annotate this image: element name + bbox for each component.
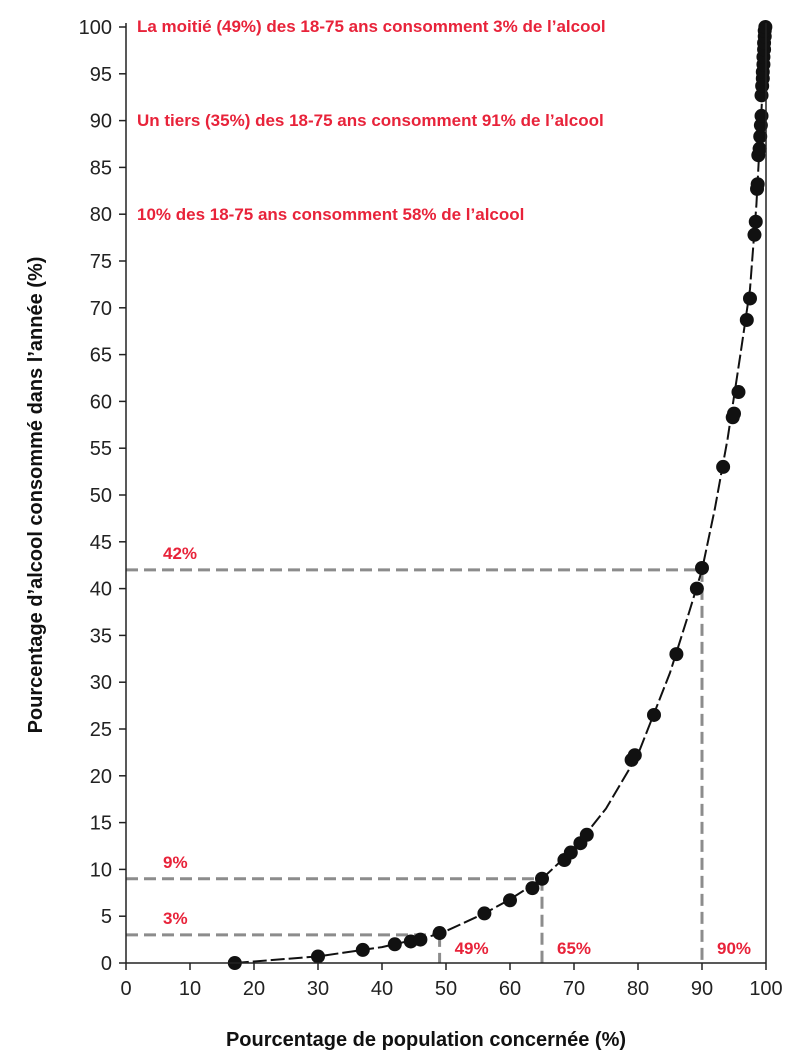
data-point xyxy=(669,647,684,662)
data-point xyxy=(525,881,540,896)
y-tick-label: 25 xyxy=(90,719,112,741)
y-tick-label: 5 xyxy=(101,906,112,928)
annotation-text: 10% des 18-75 ans consomment 58% de l’al… xyxy=(137,205,524,224)
data-point xyxy=(579,827,594,842)
x-tick-label: 80 xyxy=(627,978,649,1000)
data-point xyxy=(695,561,709,576)
y-tick-label: 50 xyxy=(90,485,112,507)
y-tick-label: 35 xyxy=(90,625,112,647)
y-tick-label: 45 xyxy=(90,532,112,554)
lorenz-curve-line xyxy=(234,26,767,964)
annotation-text: La moitié (49%) des 18-75 ans consomment… xyxy=(137,17,606,36)
data-point xyxy=(627,748,642,763)
data-point xyxy=(689,581,704,596)
x-tick-label: 90 xyxy=(691,978,713,1000)
axes-layer: 0 10 20 30 40 50 60 70 80 90 100 0 5 10 15 20 25 30 35 40 45… xyxy=(79,17,783,1000)
data-point xyxy=(535,871,549,886)
points-layer xyxy=(227,20,773,970)
y-tick-label: 10 xyxy=(90,859,112,881)
reference-x-label: 90% xyxy=(717,939,751,958)
x-tick-label: 10 xyxy=(179,978,201,1000)
y-tick-label: 55 xyxy=(90,438,112,460)
data-point xyxy=(750,177,765,192)
reference-y-label: 9% xyxy=(163,853,188,872)
x-tick-label: 0 xyxy=(120,978,131,1000)
y-tick-label: 65 xyxy=(90,345,112,367)
x-tick-label: 40 xyxy=(371,978,393,1000)
x-tick-label: 60 xyxy=(499,978,521,1000)
y-tick-label: 85 xyxy=(90,157,112,179)
y-tick-label: 95 xyxy=(90,64,112,86)
data-point xyxy=(747,227,762,242)
data-point xyxy=(752,141,767,156)
y-tick-label: 15 xyxy=(90,813,112,835)
data-point xyxy=(731,385,746,400)
data-point xyxy=(754,108,769,123)
data-point xyxy=(503,893,517,908)
y-tick-label: 60 xyxy=(90,391,112,413)
x-tick-label: 100 xyxy=(749,978,782,1000)
x-axis-title: Pourcentage de population concernée (%) xyxy=(226,1029,626,1051)
data-point xyxy=(743,291,757,306)
reference-x-label: 65% xyxy=(557,939,591,958)
text-layer: Pourcentage de population concernée (%) P… xyxy=(25,17,751,1051)
x-tick-label: 70 xyxy=(563,978,585,1000)
data-point xyxy=(739,312,754,327)
y-tick-label: 90 xyxy=(90,111,112,133)
data-point xyxy=(477,906,492,921)
y-tick-label: 0 xyxy=(101,953,112,975)
data-point xyxy=(432,926,447,941)
y-tick-label: 100 xyxy=(79,17,112,39)
data-point xyxy=(413,932,428,947)
y-tick-label: 80 xyxy=(90,204,112,226)
y-tick-label: 75 xyxy=(90,251,112,273)
data-point xyxy=(355,942,370,957)
y-tick-label: 20 xyxy=(90,766,112,788)
data-point xyxy=(311,949,325,964)
annotation-text: Un tiers (35%) des 18-75 ans consomment … xyxy=(137,111,604,130)
reference-y-label: 42% xyxy=(163,544,197,563)
data-point xyxy=(563,845,578,860)
x-tick-label: 50 xyxy=(435,978,457,1000)
x-tick-label: 30 xyxy=(307,978,329,1000)
reference-lines-layer xyxy=(126,568,704,963)
y-axis-title: Pourcentage d’alcool consommé dans l’ann… xyxy=(25,257,47,734)
reference-y-label: 3% xyxy=(163,909,188,928)
data-point xyxy=(727,406,741,421)
y-tick-label: 70 xyxy=(90,298,112,320)
data-point xyxy=(387,937,402,952)
x-tick-label: 20 xyxy=(243,978,265,1000)
y-tick-label: 40 xyxy=(90,579,112,601)
reference-x-label: 49% xyxy=(455,939,489,958)
data-point xyxy=(716,459,731,474)
y-tick-label: 30 xyxy=(90,672,112,694)
data-point xyxy=(647,707,661,722)
data-point xyxy=(753,129,768,144)
curve-layer xyxy=(234,26,767,964)
data-point xyxy=(748,214,763,229)
